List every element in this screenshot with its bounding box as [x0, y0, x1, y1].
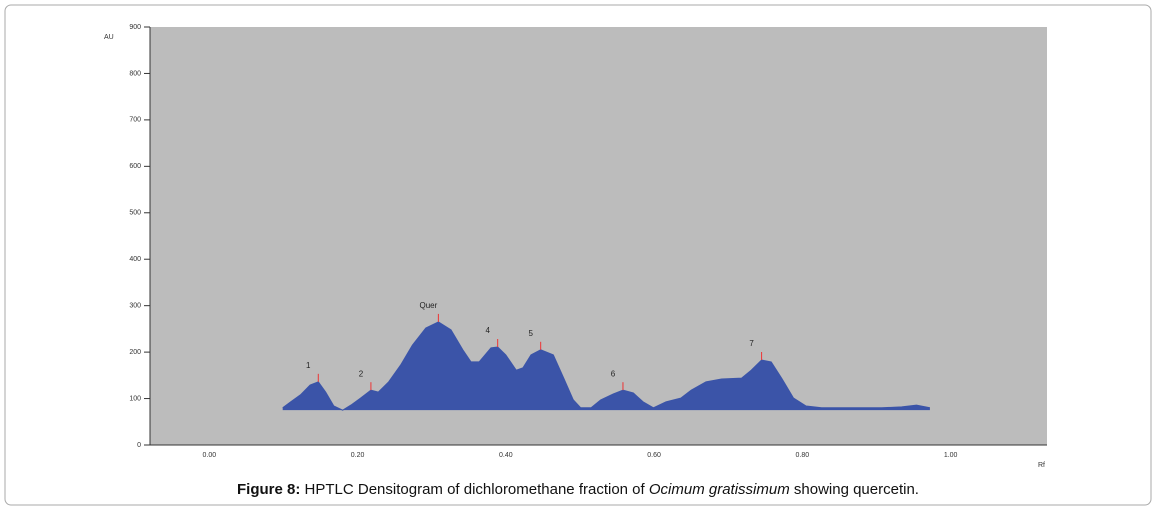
y-tick-label: 800: [129, 70, 141, 77]
peak-label: 5: [528, 329, 533, 338]
x-tick-label: 0.60: [647, 452, 661, 459]
caption: Figure 8: HPTLC Densitogram of dichlorom…: [237, 481, 919, 498]
y-tick-label: 700: [129, 117, 141, 124]
y-tick-label: 100: [129, 395, 141, 402]
y-tick-label: 500: [129, 210, 141, 217]
y-tick-label: 300: [129, 303, 141, 310]
y-tick-label: 0: [137, 442, 141, 449]
caption-text: HPTLC Densitogram of dichloromethane fra…: [300, 481, 649, 498]
caption-text: showing quercetin.: [790, 481, 919, 498]
y-axis-label: AU: [104, 34, 114, 41]
y-tick-label: 400: [129, 256, 141, 263]
x-tick-label: 0.80: [796, 452, 810, 459]
x-tick-label: 0.40: [499, 452, 513, 459]
peak-label: 7: [749, 339, 754, 348]
plot-area: [150, 27, 1047, 445]
x-tick-label: 0.20: [351, 452, 365, 459]
peak-label: 2: [359, 369, 364, 378]
peak-label: 6: [611, 369, 616, 378]
x-tick-label: 0.00: [202, 452, 216, 459]
peak-label: 1: [306, 361, 311, 370]
y-tick-label: 900: [129, 24, 141, 31]
y-tick-label: 600: [129, 163, 141, 170]
peak-label: Quer: [419, 301, 437, 310]
caption-label: Figure 8:: [237, 481, 300, 498]
x-axis-label: Rf: [1038, 462, 1045, 469]
peak-label: 4: [485, 326, 490, 335]
x-tick-label: 1.00: [944, 452, 958, 459]
area: [282, 321, 930, 411]
y-tick-label: 200: [129, 349, 141, 356]
trace: [282, 321, 930, 411]
caption-species: Ocimum gratissimum: [649, 481, 790, 498]
